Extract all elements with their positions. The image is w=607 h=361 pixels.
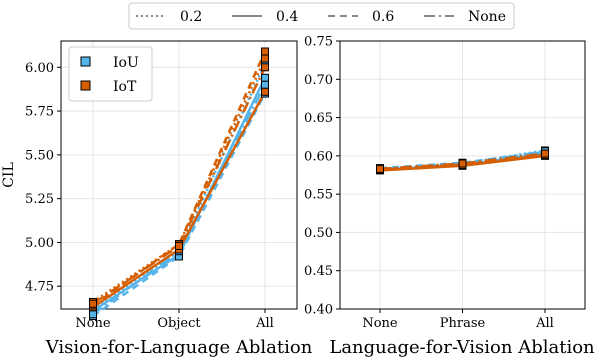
series-line-iot bbox=[379, 152, 546, 171]
y-tick-label: 5.50 bbox=[25, 148, 54, 163]
x-tick-label: Phrase bbox=[440, 316, 486, 331]
linestyle-legend-label: None bbox=[468, 9, 506, 25]
x-tick-label: None bbox=[75, 316, 111, 331]
data-point-iot bbox=[175, 241, 183, 250]
data-point-iot bbox=[261, 63, 269, 72]
data-point-iou bbox=[261, 80, 269, 89]
x-tick-label: All bbox=[535, 316, 554, 331]
data-point-iot bbox=[376, 164, 384, 173]
y-tick-label: 0.40 bbox=[304, 303, 333, 318]
y-tick-label: 6.00 bbox=[25, 61, 54, 76]
x-tick-label: All bbox=[255, 316, 274, 331]
y-tick-label: 0.55 bbox=[304, 188, 333, 203]
y-tick-label: 0.65 bbox=[304, 111, 333, 126]
y-tick-label: 5.00 bbox=[25, 236, 54, 251]
data-point-iot bbox=[458, 159, 467, 168]
y-tick-label: 5.75 bbox=[25, 105, 54, 120]
left-panel: 4.75 5.00 5.25 5.50 5.75 6.00 None Object All V… bbox=[1, 40, 313, 358]
data-point-iot bbox=[541, 149, 549, 158]
linestyle-legend-label: 0.4 bbox=[276, 9, 298, 25]
legend-label-iou: IoU bbox=[113, 55, 139, 71]
color-legend-frame bbox=[68, 46, 153, 102]
legend-marker-iot bbox=[80, 80, 91, 91]
right-x-axis-label: Language-for-Vision Ablation bbox=[329, 337, 595, 358]
series-line-iot bbox=[92, 57, 267, 304]
series-line-iot bbox=[92, 66, 267, 305]
y-tick-label: 0.50 bbox=[304, 226, 333, 241]
y-tick-label: 0.75 bbox=[304, 35, 333, 50]
linestyle-legend: 0.2 0.4 0.6 None bbox=[128, 2, 515, 30]
data-point-iot bbox=[261, 87, 269, 96]
legend-marker-iou bbox=[80, 56, 91, 67]
left-y-axis-label: CIL bbox=[1, 162, 17, 188]
data-point-iot bbox=[261, 54, 269, 63]
y-tick-label: 4.75 bbox=[25, 280, 54, 295]
y-tick-label: 0.45 bbox=[304, 264, 333, 279]
data-point-iot bbox=[89, 299, 97, 308]
right-panel: 0.40 0.45 0.50 0.55 0.60 0.65 0.70 0.75 None Phr… bbox=[304, 35, 595, 359]
y-tick-label: 5.25 bbox=[25, 192, 54, 207]
color-legend: IoU IoT bbox=[68, 46, 153, 102]
linestyle-legend-label: 0.2 bbox=[180, 9, 202, 25]
y-tick-label: 0.70 bbox=[304, 73, 333, 88]
legend-label-iot: IoT bbox=[113, 79, 137, 95]
linestyle-legend-label: 0.6 bbox=[372, 9, 394, 25]
x-tick-label: Object bbox=[157, 316, 201, 331]
data-point-iot bbox=[261, 47, 269, 56]
linestyle-legend-frame bbox=[128, 2, 515, 30]
data-point-iou bbox=[261, 73, 269, 82]
left-x-axis-label: Vision-for-Language Ablation bbox=[45, 337, 313, 358]
data-point-iou bbox=[89, 310, 97, 319]
y-tick-label: 0.60 bbox=[304, 149, 333, 164]
series-line-iot bbox=[92, 51, 267, 307]
x-tick-label: None bbox=[362, 316, 398, 331]
